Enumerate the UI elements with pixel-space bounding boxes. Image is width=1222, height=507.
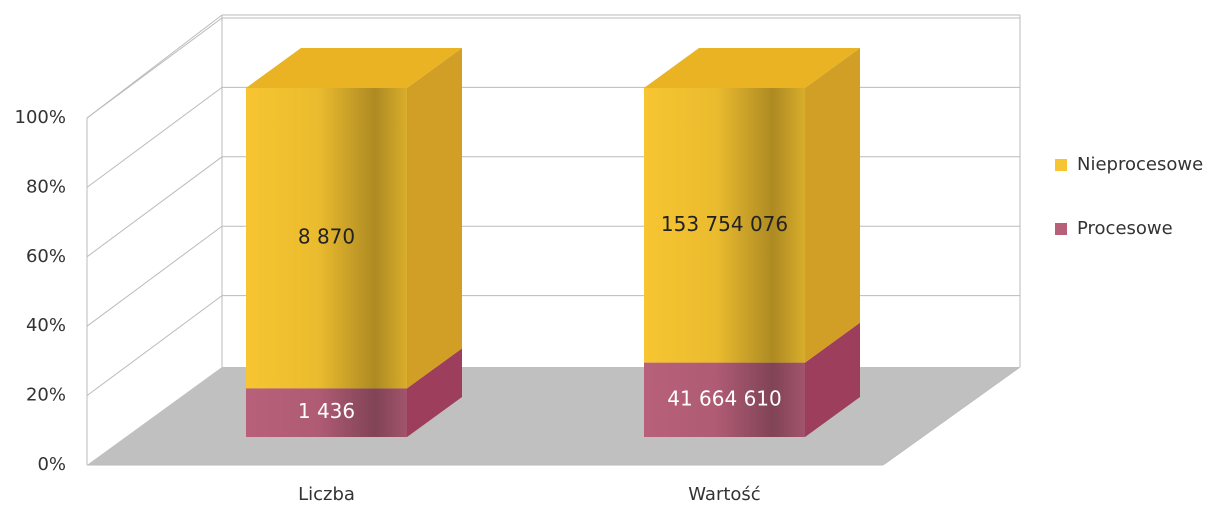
bar-shade — [246, 388, 407, 437]
grid-line — [86, 225, 1020, 327]
y-tick-label: 80% — [26, 176, 66, 197]
grid-line — [86, 17, 1020, 119]
legend-label: Procesowe — [1077, 218, 1173, 239]
bar-side-shade — [805, 48, 860, 363]
bar-top — [644, 48, 860, 88]
bar-shade — [644, 362, 805, 437]
bar-top-shade — [644, 48, 860, 88]
bar-side-shade — [407, 48, 462, 389]
bar-top-shade — [246, 48, 462, 88]
bar-side — [805, 322, 860, 437]
x-tick-label: Liczba — [298, 484, 355, 505]
bar-side-shade — [407, 348, 462, 437]
bar-side — [805, 48, 860, 363]
y-tick-label: 40% — [26, 315, 66, 336]
bar-top — [246, 48, 462, 88]
value-label: 41 664 610 — [667, 386, 782, 410]
bar-side — [407, 48, 462, 389]
bar-shade — [644, 88, 805, 363]
bar-side-shade — [805, 322, 860, 437]
value-label: 153 754 076 — [661, 212, 788, 236]
y-tick-label: 60% — [26, 246, 66, 267]
legend-swatch — [1055, 159, 1067, 171]
legend-label: Nieprocesowe — [1077, 154, 1203, 175]
legend-swatch — [1055, 223, 1067, 235]
value-label: 8 870 — [298, 225, 355, 249]
floor — [87, 367, 1020, 465]
bar-side — [407, 348, 462, 437]
bar-shade — [246, 88, 407, 389]
y-tick-label: 100% — [15, 107, 66, 128]
floor-edge — [882, 366, 1021, 466]
value-label: 1 436 — [298, 399, 355, 423]
grid-line — [86, 86, 1020, 188]
grid-line — [86, 156, 1020, 258]
y-tick-label: 20% — [26, 385, 66, 406]
x-tick-label: Wartość — [688, 484, 760, 505]
y-tick-label: 0% — [37, 454, 66, 475]
